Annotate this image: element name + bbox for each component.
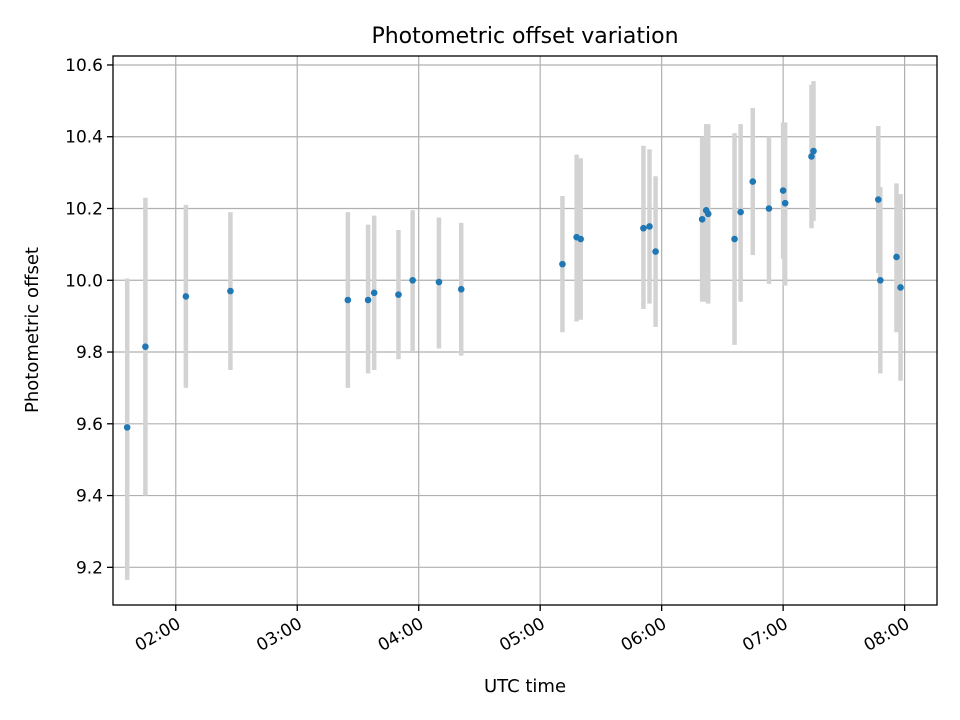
data-point [698, 215, 706, 223]
y-tick-label: 9.8 [76, 343, 103, 363]
x-tick-label: 08:00 [861, 614, 913, 656]
data-point [577, 235, 584, 243]
data-point [227, 287, 234, 295]
data-point [731, 235, 738, 243]
data-point [877, 276, 884, 284]
x-tick-label: 02:00 [132, 614, 184, 656]
data-point [409, 276, 416, 284]
data-points [123, 147, 904, 431]
data-point [435, 278, 443, 286]
x-tick-label: 03:00 [253, 614, 305, 656]
data-point [781, 199, 789, 207]
data-point [893, 253, 900, 261]
data-point [640, 224, 647, 232]
data-point [810, 147, 817, 155]
y-tick-label: 10.2 [65, 200, 103, 220]
chart-title: Photometric offset variation [371, 24, 678, 49]
x-tick-label: 04:00 [375, 614, 427, 656]
data-point [559, 260, 566, 268]
x-axis: 02:00 03:00 04:00 05:00 06:00 07:00 08:00 [132, 605, 913, 656]
data-point [646, 223, 653, 230]
x-tick-label: 07:00 [739, 614, 791, 656]
y-tick-label: 10.4 [65, 128, 103, 148]
data-point [370, 289, 378, 297]
data-point [749, 178, 757, 185]
x-tick-label: 05:00 [496, 614, 548, 656]
data-point [123, 424, 131, 431]
x-tick-label: 06:00 [618, 614, 670, 656]
data-point [344, 296, 352, 304]
data-point [182, 293, 190, 300]
y-tick-label: 9.2 [76, 558, 103, 578]
data-point [364, 296, 372, 304]
data-point [765, 205, 773, 212]
data-point [652, 248, 659, 255]
data-point [395, 291, 402, 298]
data-point [142, 343, 149, 350]
data-point [704, 210, 712, 218]
y-axis: 9.2 9.4 9.6 9.8 10.0 10.2 10.4 10.6 [65, 56, 113, 578]
data-point [737, 208, 744, 216]
error-bars [124, 81, 903, 580]
data-point [874, 196, 882, 203]
plot-frame [112, 55, 938, 606]
y-tick-label: 10.6 [65, 56, 103, 76]
x-axis-label: UTC time [484, 676, 566, 697]
y-tick-label: 9.4 [76, 487, 103, 507]
data-point [779, 187, 787, 194]
y-tick-label: 10.0 [65, 271, 103, 291]
data-point [897, 284, 904, 291]
y-tick-label: 9.6 [76, 415, 103, 435]
data-point [808, 153, 815, 160]
y-axis-label: Photometric offset [22, 247, 43, 413]
data-point [457, 285, 465, 293]
